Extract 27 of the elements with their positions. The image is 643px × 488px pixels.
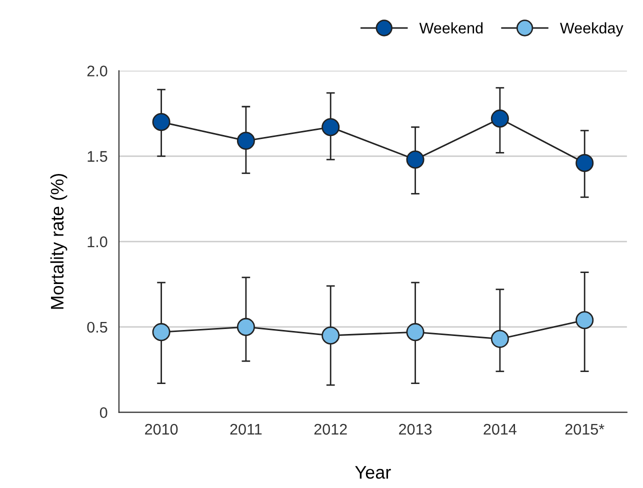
legend-label: Weekend xyxy=(419,22,483,34)
point xyxy=(236,318,255,336)
point xyxy=(406,150,424,169)
x-axis-title: Year xyxy=(355,466,391,479)
point xyxy=(322,118,340,136)
x-tick-label: 2013 xyxy=(399,424,432,435)
y-tick-label: 1.5 xyxy=(88,151,108,162)
point xyxy=(406,323,424,342)
point xyxy=(490,110,509,128)
y-tick-label: 1.0 xyxy=(88,236,108,248)
point xyxy=(576,154,594,172)
y-tick-label: 2.0 xyxy=(87,66,108,76)
x-tick-label: 2010 xyxy=(145,424,178,435)
y-tick-label: 0.5 xyxy=(87,322,108,333)
point xyxy=(576,311,594,330)
point xyxy=(152,112,170,132)
point xyxy=(152,323,170,342)
y-axis-title: Mortality rate (%) xyxy=(50,174,68,309)
x-tick-label: 2012 xyxy=(314,424,347,435)
point xyxy=(322,326,340,345)
x-tick-label: 2014 xyxy=(484,424,516,435)
y-tick-label: 0 xyxy=(100,407,108,418)
point xyxy=(236,132,255,150)
point xyxy=(490,330,509,348)
x-tick-label: 2011 xyxy=(230,424,262,435)
x-tick-label: 2015* xyxy=(565,424,604,435)
legend-label: Weekday xyxy=(560,22,624,37)
